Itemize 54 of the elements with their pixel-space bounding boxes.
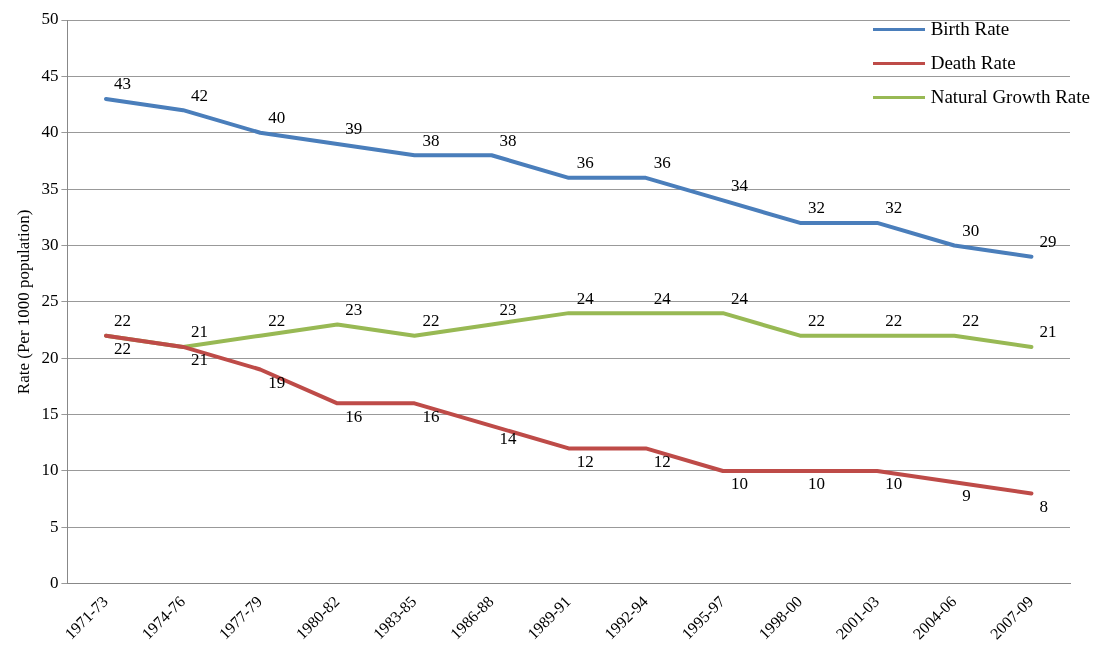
data-label: 24 [730,288,749,308]
data-label: 12 [653,451,671,471]
data-label: 24 [576,288,595,308]
data-label: 22 [808,311,826,331]
data-label: 36 [576,153,594,173]
data-label: 22 [113,339,131,359]
data-label: 32 [885,198,903,218]
data-label: 24 [653,288,672,308]
data-label: 8 [1039,496,1048,516]
data-label: 38 [422,130,440,150]
y-tick-label: 35 [41,178,59,198]
data-label: 39 [345,119,363,139]
data-label: 32 [808,198,826,218]
data-label: 12 [576,451,594,471]
y-tick-label: 5 [49,516,59,536]
data-label: 22 [268,311,286,331]
data-label: 38 [499,130,517,150]
data-label: 29 [1039,232,1057,252]
data-label: 21 [191,322,209,342]
data-label: 42 [191,85,209,105]
data-label: 43 [113,74,131,94]
y-tick-label: 25 [41,291,59,311]
y-tick-label: 45 [41,65,59,85]
data-label: 40 [268,108,286,128]
data-label: 34 [730,175,749,195]
data-label: 23 [345,299,363,319]
data-label: 23 [499,299,517,319]
data-label: 30 [962,220,980,240]
legend-label: Death Rate [930,52,1016,74]
legend-label: Natural Growth Rate [930,86,1090,108]
data-label: 36 [653,153,671,173]
data-label: 22 [962,311,980,331]
y-tick-label: 30 [41,234,59,254]
y-tick-label: 10 [41,460,59,480]
data-label: 10 [885,474,903,494]
data-label: 21 [191,350,209,370]
y-tick-label: 40 [41,122,59,142]
data-label: 22 [422,311,440,331]
data-label: 10 [730,474,748,494]
y-tick-label: 50 [41,9,59,29]
data-label: 22 [113,311,131,331]
data-label: 21 [1039,322,1057,342]
legend-label: Birth Rate [930,18,1010,40]
data-label: 22 [885,311,903,331]
y-axis-title: Rate (Per 1000 population) [13,209,33,395]
data-label: 16 [345,406,363,426]
y-tick-label: 20 [41,347,59,367]
y-tick-label: 0 [49,573,59,593]
y-tick-label: 15 [41,404,59,424]
data-label: 9 [962,485,971,505]
data-label: 10 [808,474,826,494]
data-label: 16 [422,406,440,426]
data-label: 19 [268,372,286,392]
data-label: 14 [499,429,518,449]
